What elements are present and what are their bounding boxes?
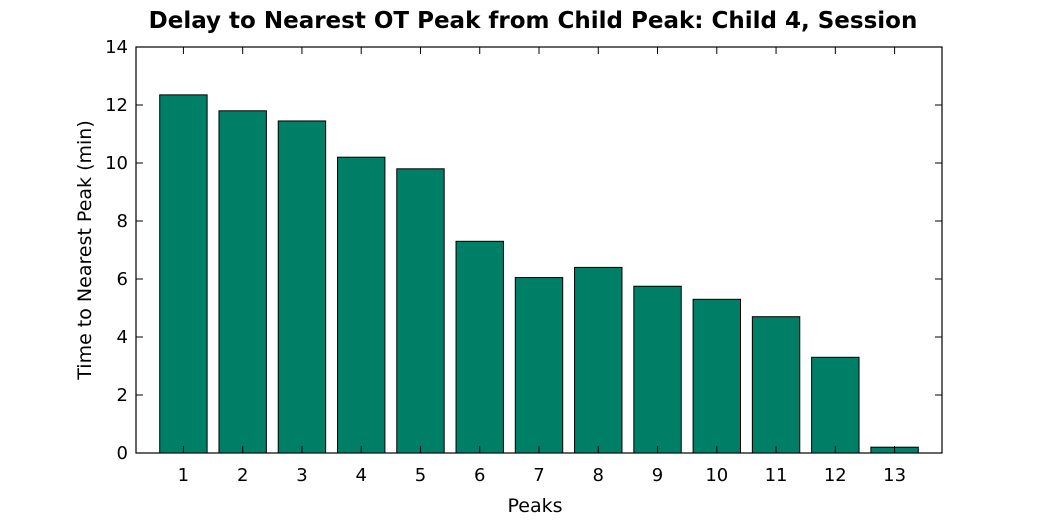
y-axis: 0 2 4 6 8 10 12 14	[105, 37, 942, 464]
y-tick-label: 10	[105, 153, 128, 174]
y-tick-label: 8	[117, 211, 128, 232]
y-tick-label: 14	[105, 37, 128, 58]
x-tick-label: 10	[705, 465, 728, 486]
bar	[514, 277, 564, 454]
bar	[218, 110, 267, 454]
x-tick-label: 9	[652, 465, 663, 486]
bar	[751, 316, 801, 454]
x-tick-label: 12	[824, 465, 847, 486]
bar	[633, 285, 682, 454]
bar	[277, 120, 327, 454]
x-tick-label: 5	[415, 465, 426, 486]
x-tick-label: 6	[474, 465, 485, 486]
x-tick-label: 7	[533, 465, 544, 486]
x-tick-label: 1	[178, 465, 189, 486]
x-tick-label: 11	[765, 465, 788, 486]
x-tick-label: 8	[593, 465, 604, 486]
bar	[337, 156, 386, 454]
bar	[692, 298, 742, 454]
y-tick-label: 12	[105, 95, 128, 116]
x-tick-label: 4	[355, 465, 366, 486]
bar	[574, 266, 623, 454]
bars-group	[159, 94, 919, 454]
y-axis-label: Time to Nearest Peak (min)	[74, 120, 96, 380]
y-tick-label: 0	[117, 443, 128, 464]
x-tick-label: 3	[296, 465, 307, 486]
y-tick-label: 2	[117, 385, 128, 406]
bar	[396, 168, 445, 454]
x-tick-label: 13	[883, 465, 906, 486]
bar	[159, 94, 208, 454]
x-axis: 1 2 3 4 5 6 7 8 9 10 11 12 13	[178, 47, 906, 486]
x-tick-label: 2	[237, 465, 248, 486]
y-tick-label: 6	[117, 269, 128, 290]
bar	[811, 356, 860, 454]
bar	[455, 240, 504, 454]
chart-title: Delay to Nearest OT Peak from Child Peak…	[149, 8, 918, 34]
y-tick-label: 4	[117, 327, 128, 348]
x-axis-label: Peaks	[507, 495, 562, 517]
